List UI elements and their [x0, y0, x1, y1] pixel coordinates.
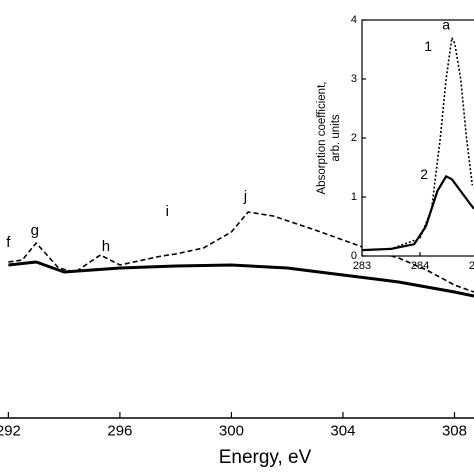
annotation: 1 [424, 38, 432, 54]
annotation: j [243, 188, 247, 205]
annotation: g [31, 222, 39, 239]
annotation: f [6, 234, 11, 251]
annotation: i [166, 203, 169, 220]
x-tick-label: 285 [469, 260, 474, 272]
annotation: h [102, 238, 110, 255]
y-tick-label: 4 [351, 14, 357, 26]
y-axis-label: arb. units [330, 114, 342, 162]
series-line [8, 211, 474, 293]
x-tick-label: 308 [442, 422, 467, 439]
y-axis-label: Absorption coefficient, [316, 82, 328, 195]
x-tick-label: 296 [107, 422, 132, 439]
x-tick-label: 283 [353, 260, 371, 272]
x-tick-label: 304 [330, 422, 355, 439]
y-tick-label: 2 [351, 132, 357, 144]
series-line [361, 175, 474, 252]
annotation: a [442, 17, 450, 33]
x-axis-label: Energy, eV [219, 447, 312, 468]
plot: 283 284 285 0 1 2 3 4 Absorption coefficient,arb… [316, 14, 474, 272]
series-line [361, 36, 474, 251]
annotation: 2 [420, 166, 428, 182]
series-line [8, 260, 474, 298]
x-tick-label: 300 [219, 422, 244, 439]
x-tick-label: 284 [411, 260, 429, 272]
y-tick-label: 3 [351, 73, 357, 85]
x-tick-label: 292 [0, 422, 21, 439]
y-tick-label: 0 [351, 250, 357, 262]
y-tick-label: 1 [351, 191, 357, 203]
plot-area [361, 19, 474, 257]
